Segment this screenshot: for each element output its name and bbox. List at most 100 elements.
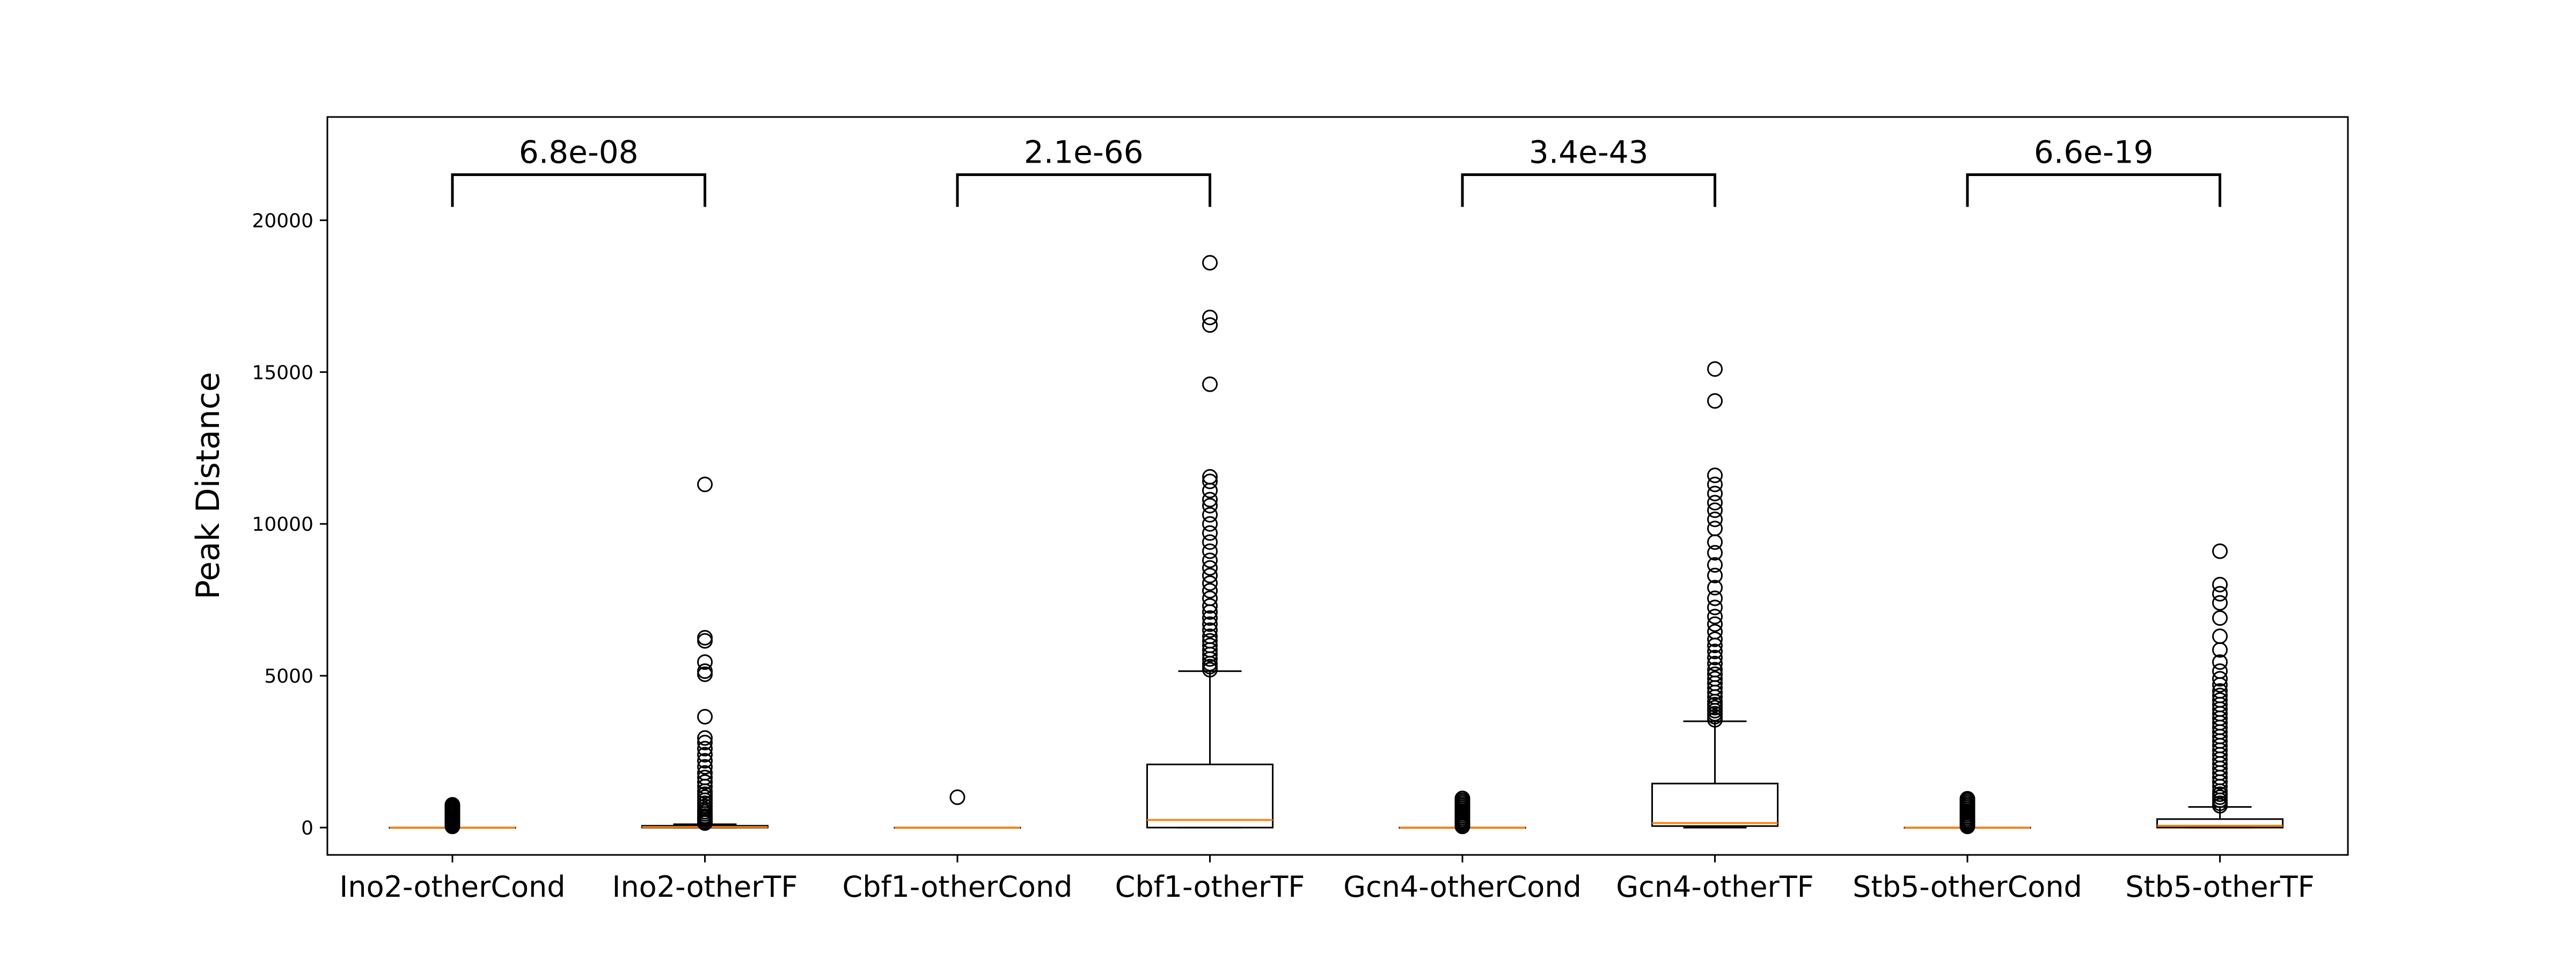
outlier-point [1202, 622, 1218, 638]
x-category-label: Ino2-otherTF [612, 870, 798, 904]
outlier-point [1707, 649, 1723, 665]
box-group [1146, 255, 1274, 829]
outlier-point [1707, 393, 1723, 409]
outlier-point [1707, 521, 1723, 537]
bracket-line [1461, 173, 1716, 207]
outlier-point [697, 630, 713, 646]
x-category-label: Gcn4-otherCond [1343, 870, 1582, 904]
outlier-point [697, 654, 713, 670]
box-group [389, 797, 516, 835]
outlier-point [1707, 616, 1723, 632]
outlier-point [697, 747, 713, 763]
outlier-point [1707, 656, 1723, 672]
outlier-point [1202, 598, 1218, 614]
y-axis-title: Peak Distance [189, 372, 227, 599]
bracket-line [1966, 173, 2221, 207]
significance-bracket: 6.6e-19 [1966, 134, 2221, 207]
outlier-point [1707, 502, 1723, 518]
outlier-point [697, 770, 713, 786]
outlier-point [1202, 309, 1218, 325]
box-group [2156, 543, 2284, 829]
x-category-label: Cbf1-otherTF [1115, 870, 1305, 904]
p-value-label: 6.6e-19 [2034, 134, 2154, 171]
x-category-label: Ino2-otherCond [339, 870, 565, 904]
outlier-point [1707, 643, 1723, 660]
outlier-point [2212, 687, 2228, 704]
outlier-point [1707, 486, 1723, 502]
box-group [894, 789, 1021, 829]
outlier-point [1707, 631, 1723, 647]
outlier-point [1202, 616, 1218, 632]
x-category-label: Gcn4-otherTF [1616, 870, 1814, 904]
outlier-point [1202, 575, 1218, 591]
outlier-point [697, 765, 713, 781]
significance-brackets: 6.8e-08 2.1e-66 3.4e-43 6.6e-19 [451, 134, 2221, 207]
outlier-point [1707, 477, 1723, 493]
outlier-point [1707, 567, 1723, 583]
outlier-point [1202, 560, 1218, 576]
box-group [1904, 791, 2031, 835]
outlier-point [1202, 543, 1218, 559]
box-iqr [1651, 782, 1779, 827]
y-axis: 0 5000 10000 15000 20000 [252, 210, 327, 839]
outlier-point [2212, 654, 2228, 670]
outlier-point [1202, 516, 1218, 532]
outlier-point [1707, 609, 1723, 625]
outlier-point [697, 735, 713, 751]
x-category-label: Cbf1-otherCond [843, 870, 1073, 904]
outlier-point [1707, 545, 1723, 561]
outlier-point [1202, 552, 1218, 568]
outlier-point [1707, 511, 1723, 528]
box-iqr [2156, 818, 2284, 829]
significance-bracket: 3.4e-43 [1461, 134, 1716, 207]
outlier-point [1202, 638, 1218, 654]
outlier-point [1707, 361, 1723, 377]
outlier-point [1202, 583, 1218, 599]
outlier-point [1202, 255, 1218, 271]
outlier-point [1707, 666, 1723, 682]
outlier-point [2212, 628, 2228, 645]
y-tick-label: 20000 [252, 210, 313, 232]
outlier-point [1202, 525, 1218, 541]
outlier-point [697, 709, 713, 725]
outlier-point [949, 789, 965, 805]
outlier-point [1202, 473, 1218, 489]
outlier-point [1202, 469, 1218, 485]
outlier-point [1707, 467, 1723, 484]
outlier-point [1202, 567, 1218, 583]
p-value-label: 3.4e-43 [1529, 134, 1649, 171]
outlier-point [1707, 580, 1723, 596]
significance-bracket: 2.1e-66 [956, 134, 1211, 207]
outlier-point [1202, 376, 1218, 392]
outlier-point [1202, 507, 1218, 523]
p-value-label: 6.8e-08 [519, 134, 639, 171]
outlier-point [2212, 663, 2228, 679]
outlier-point [1202, 610, 1218, 626]
y-tick-label: 5000 [264, 665, 313, 687]
plot-area [327, 117, 2348, 855]
p-value-label: 2.1e-66 [1024, 134, 1144, 171]
outlier-point [1454, 791, 1470, 807]
outlier-point [1202, 590, 1218, 606]
outlier-point [2212, 692, 2228, 708]
outlier-point [1202, 633, 1218, 649]
outlier-point [2212, 543, 2228, 559]
outlier-point [697, 477, 713, 493]
outlier-point [697, 741, 713, 757]
outlier-point [697, 663, 713, 679]
x-category-label: Stb5-otherCond [1853, 870, 2082, 904]
outlier-point [1707, 495, 1723, 511]
box-group [641, 477, 769, 831]
outlier-point [1202, 317, 1218, 333]
outlier-point [1959, 791, 1975, 807]
outlier-point [1707, 599, 1723, 616]
outlier-point [1202, 534, 1218, 550]
y-tick-label: 10000 [252, 514, 313, 536]
outlier-point [2212, 586, 2228, 602]
outlier-point [2212, 671, 2228, 687]
outlier-point [1707, 557, 1723, 573]
outlier-point [2212, 610, 2228, 626]
outlier-point [1707, 624, 1723, 640]
outlier-point [697, 774, 713, 790]
